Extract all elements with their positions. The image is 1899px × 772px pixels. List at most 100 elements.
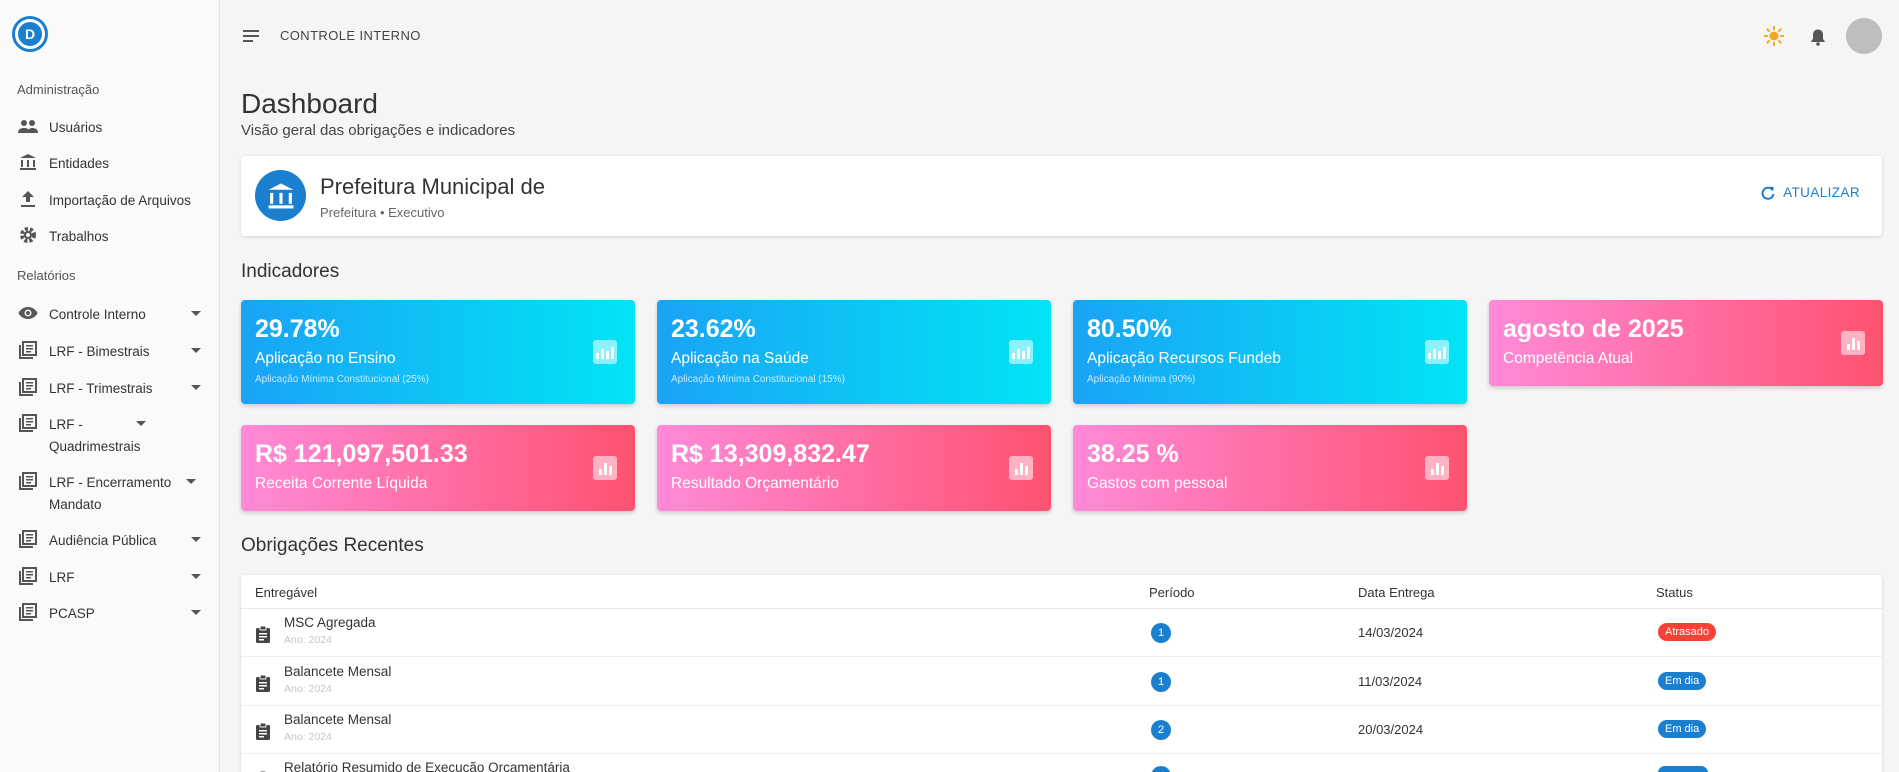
indicator-label: Aplicação no Ensino <box>255 350 396 367</box>
top-bar: CONTROLE INTERNO <box>221 0 1899 70</box>
gear-icon <box>17 226 39 244</box>
indicator-card[interactable]: agosto de 2025 Competência Atual <box>1489 300 1883 386</box>
sidebar-item-audiencia-publica[interactable]: Audiência Pública <box>17 530 202 552</box>
sidebar-item-label: LRF - Trimestrais <box>49 381 153 396</box>
sidebar-item-label: Audiência Pública <box>49 533 157 548</box>
chevron-down-icon <box>185 472 197 490</box>
sidebar-item-lrf-trimestrais[interactable]: LRF - Trimestrais <box>17 378 202 400</box>
indicators-title: Indicadores <box>241 261 340 282</box>
indicator-value: 80.50% <box>1087 315 1172 343</box>
column-header[interactable]: Data Entrega <box>1358 585 1435 600</box>
upload-icon <box>17 190 39 208</box>
period-badge: 2 <box>1151 720 1171 740</box>
entity-card: Prefeitura Municipal de Prefeitura • Exe… <box>241 156 1882 236</box>
sidebar-item-usuarios[interactable]: Usuários <box>17 117 202 139</box>
status-badge <box>1658 766 1708 772</box>
row-name: Balancete Mensal <box>284 664 392 679</box>
bell-icon[interactable] <box>1809 28 1827 46</box>
app-logo[interactable]: D <box>12 16 48 52</box>
column-header[interactable]: Status <box>1656 585 1693 600</box>
chart-icon <box>1009 340 1033 364</box>
indicator-label: Aplicação na Saúde <box>671 350 809 367</box>
indicator-hint: Aplicação Mínima (90%) <box>1087 374 1196 385</box>
period-badge: 1 <box>1151 672 1171 692</box>
bank-icon <box>255 170 306 221</box>
chart-icon <box>1425 340 1449 364</box>
row-year: Ano: 2024 <box>284 683 332 695</box>
header-divider <box>241 608 1882 609</box>
indicator-value: 38.25 % <box>1087 440 1179 468</box>
sidebar-item-label: Usuários <box>49 120 103 135</box>
sidebar-item-label: LRF - Encerramento Mandato <box>49 475 172 512</box>
row-year: Ano: 2024 <box>284 634 332 646</box>
refresh-button[interactable]: ATUALIZAR <box>1761 185 1860 200</box>
status-badge: Em dia <box>1658 672 1707 690</box>
indicator-hint: Aplicação Mínima Constitucional (25%) <box>255 374 429 385</box>
obligations-title: Obrigações Recentes <box>241 535 424 556</box>
sidebar-item-label: Importação de Arquivos <box>49 193 191 208</box>
chevron-down-icon <box>190 341 202 359</box>
header-title: CONTROLE INTERNO <box>280 28 421 43</box>
sidebar-item-trabalhos[interactable]: Trabalhos <box>17 226 202 248</box>
indicator-label: Resultado Orçamentário <box>671 475 839 492</box>
sidebar-item-pcasp[interactable]: PCASP <box>17 603 202 625</box>
avatar[interactable] <box>1846 18 1882 54</box>
sidebar-item-label: LRF <box>49 570 75 585</box>
chevron-down-icon <box>190 603 202 621</box>
clipboard-icon <box>255 674 271 692</box>
period-badge <box>1151 766 1171 772</box>
page-title: Dashboard <box>241 88 378 119</box>
column-header[interactable]: Entregável <box>255 585 318 600</box>
sidebar-item-lrf[interactable]: LRF <box>17 567 202 589</box>
page-subtitle: Visão geral das obrigações e indicadores <box>241 122 516 139</box>
row-date: 20/03/2024 <box>1358 722 1424 737</box>
refresh-label: ATUALIZAR <box>1783 185 1860 200</box>
sidebar-item-controle-interno[interactable]: Controle Interno <box>17 304 202 326</box>
row-name: Relatório Resumido de Execução Orçamentá… <box>284 760 570 772</box>
indicator-hint: Aplicação Mínima Constitucional (15%) <box>671 374 845 385</box>
status-badge: Atrasado <box>1658 623 1717 641</box>
sidebar-item-lrf-encerramento[interactable]: LRF - Encerramento Mandato <box>17 472 202 516</box>
sidebar-section-admin: Administração <box>17 82 100 97</box>
library-icon <box>17 378 39 396</box>
period-badge: 1 <box>1151 623 1171 643</box>
indicator-card[interactable]: R$ 13,309,832.47 Resultado Orçamentário <box>657 425 1051 511</box>
entity-name: Prefeitura Municipal de <box>320 174 546 199</box>
table-row[interactable]: MSC Agregada Ano: 2024 1 14/03/2024 Atra… <box>241 609 1882 657</box>
status-badge: Em dia <box>1658 720 1707 738</box>
row-year: Ano: 2024 <box>284 731 332 743</box>
eye-icon <box>17 304 39 322</box>
library-icon <box>17 530 39 548</box>
entity-subtitle: Prefeitura • Executivo <box>320 205 445 220</box>
table-row[interactable]: Balancete Mensal Ano: 2024 1 11/03/2024 … <box>241 658 1882 706</box>
sidebar-item-entidades[interactable]: Entidades <box>17 153 202 175</box>
menu-icon[interactable] <box>243 30 259 45</box>
indicator-value: agosto de 2025 <box>1503 315 1684 343</box>
row-date: 14/03/2024 <box>1358 625 1424 640</box>
table-row[interactable]: Balancete Mensal Ano: 2024 2 20/03/2024 … <box>241 706 1882 754</box>
sidebar-item-label: Entidades <box>49 156 110 171</box>
bank-icon <box>17 153 39 171</box>
indicator-card[interactable]: 29.78% Aplicação no Ensino Aplicação Mín… <box>241 300 635 404</box>
chevron-down-icon <box>190 304 202 322</box>
users-icon <box>17 117 39 135</box>
refresh-icon <box>1761 186 1775 200</box>
chart-icon <box>1425 456 1449 480</box>
sidebar-item-importacao[interactable]: Importação de Arquivos <box>17 190 202 212</box>
sidebar-item-lrf-quadrimestrais[interactable]: LRF - Quadrimestrais <box>17 414 202 458</box>
indicator-value: R$ 13,309,832.47 <box>671 440 870 468</box>
clipboard-icon <box>255 625 271 643</box>
indicator-card[interactable]: 38.25 % Gastos com pessoal <box>1073 425 1467 511</box>
indicator-card[interactable]: 80.50% Aplicação Recursos Fundeb Aplicaç… <box>1073 300 1467 404</box>
sidebar-item-lrf-bimestrais[interactable]: LRF - Bimestrais <box>17 341 202 363</box>
indicator-card[interactable]: R$ 121,097,501.33 Receita Corrente Líqui… <box>241 425 635 511</box>
column-header[interactable]: Período <box>1149 585 1195 600</box>
indicator-card[interactable]: 23.62% Aplicação na Saúde Aplicação Míni… <box>657 300 1051 404</box>
chevron-down-icon <box>190 567 202 585</box>
sidebar: D Administração Usuários Entidades Impor… <box>0 0 220 772</box>
table-row[interactable]: Relatório Resumido de Execução Orçamentá… <box>241 754 1882 772</box>
row-name: Balancete Mensal <box>284 712 392 727</box>
indicator-label: Aplicação Recursos Fundeb <box>1087 350 1281 367</box>
library-icon <box>17 472 39 490</box>
sun-icon[interactable] <box>1763 25 1785 47</box>
